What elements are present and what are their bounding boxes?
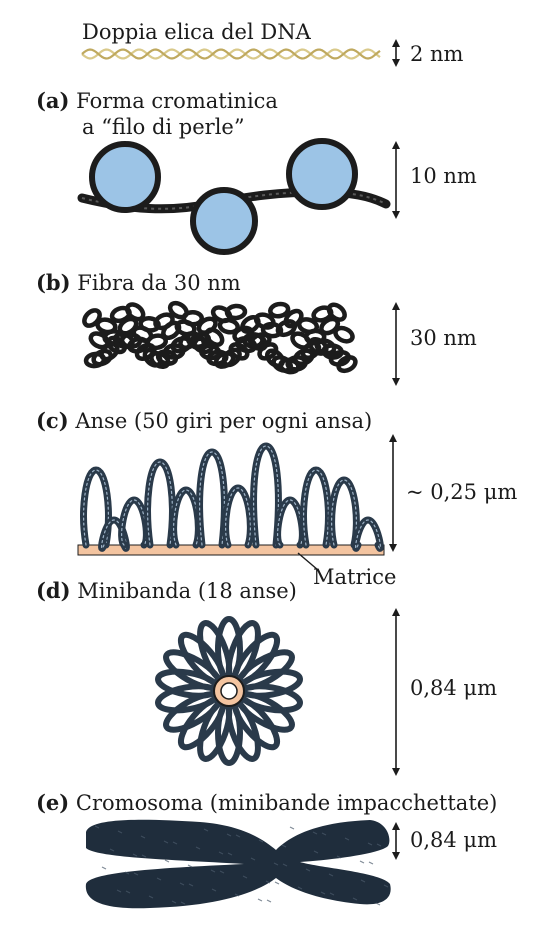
panel-d-title: Minibanda (18 anse) bbox=[77, 579, 297, 603]
fiber-coil bbox=[95, 317, 118, 335]
chromatin-loop bbox=[83, 469, 109, 546]
dna-size-label: 2 nm bbox=[410, 42, 464, 66]
chromatin-loop bbox=[222, 484, 254, 549]
fiber-coil bbox=[228, 342, 250, 361]
nucleosome-bead bbox=[190, 187, 258, 255]
fiber-coil bbox=[268, 301, 291, 319]
panel-c-heading: (c) Anse (50 giri per ogni ansa) bbox=[36, 410, 372, 432]
fiber-coil bbox=[257, 342, 279, 361]
fiber-coil bbox=[260, 321, 284, 339]
chromatin-loop bbox=[274, 496, 306, 549]
nucleosome-bead bbox=[286, 138, 358, 210]
fiber-coil bbox=[204, 327, 225, 347]
chromosome bbox=[85, 819, 391, 909]
panel-c-letter: (c) bbox=[36, 408, 69, 433]
fiber-coil bbox=[145, 333, 168, 351]
chromatin-loops bbox=[80, 442, 384, 552]
fiber-coil bbox=[125, 302, 146, 322]
matrice-label: Matrice bbox=[313, 565, 397, 589]
beads-on-string bbox=[77, 138, 391, 255]
fiber-coil bbox=[99, 342, 120, 362]
fiber-coil bbox=[181, 310, 205, 327]
panel-c-size-label: ~ 0,25 μm bbox=[406, 480, 518, 504]
dna-title: Doppia elica del DNA bbox=[82, 20, 311, 44]
panel-e-size-label: 0,84 μm bbox=[410, 828, 497, 852]
panel-b-letter: (b) bbox=[36, 270, 71, 295]
fiber-coil bbox=[326, 302, 347, 322]
chromatin-loop bbox=[331, 479, 357, 546]
panel-b-size-label: 30 nm bbox=[410, 326, 477, 350]
solenoid-fiber bbox=[82, 300, 358, 375]
fiber-coil bbox=[224, 303, 248, 321]
chromatin-loop bbox=[300, 466, 332, 549]
panel-d-heading: (d) Minibanda (18 anse) bbox=[36, 580, 297, 602]
panel-a-title-line2: a “filo di perle” bbox=[82, 115, 245, 139]
chromatin-loop bbox=[196, 448, 228, 549]
panel-e-heading: (e) Cromosoma (minibande impacchettate) bbox=[36, 792, 497, 814]
panel-b-title: Fibra da 30 nm bbox=[77, 271, 241, 295]
fiber-coil bbox=[217, 317, 240, 335]
panel-b-heading: (b) Fibra da 30 nm bbox=[36, 272, 241, 294]
panel-c-title: Anse (50 giri per ogni ansa) bbox=[75, 409, 373, 433]
panel-a-size-label: 10 nm bbox=[410, 164, 477, 188]
matrice-pointer bbox=[297, 552, 319, 571]
miniband-rosette bbox=[155, 616, 303, 766]
panel-a-letter: (a) bbox=[36, 88, 70, 113]
fiber-coil bbox=[296, 317, 320, 335]
panel-a-heading: (a) Forma cromatinica bbox=[36, 90, 278, 112]
chromatin-loop bbox=[328, 476, 360, 549]
fiber-coil bbox=[221, 347, 242, 368]
panel-d-letter: (d) bbox=[36, 578, 71, 603]
panel-e-title: Cromosoma (minibande impacchettate) bbox=[75, 791, 498, 815]
chromatin-loop bbox=[170, 486, 202, 549]
panel-d-size-label: 0,84 μm bbox=[410, 676, 497, 700]
fiber-coil bbox=[333, 325, 355, 344]
panel-e-letter: (e) bbox=[36, 790, 70, 815]
fiber-coil bbox=[336, 355, 358, 374]
chromatin-loop bbox=[199, 451, 225, 546]
chromatin-loop bbox=[355, 519, 381, 549]
panel-a-title-line1: Forma cromatinica bbox=[76, 89, 278, 113]
chromatin-loop bbox=[225, 487, 251, 546]
nucleosome-bead bbox=[89, 141, 161, 213]
dna-helix bbox=[81, 48, 381, 60]
chromatin-loop bbox=[352, 516, 384, 552]
chromatin-loop bbox=[253, 445, 279, 546]
